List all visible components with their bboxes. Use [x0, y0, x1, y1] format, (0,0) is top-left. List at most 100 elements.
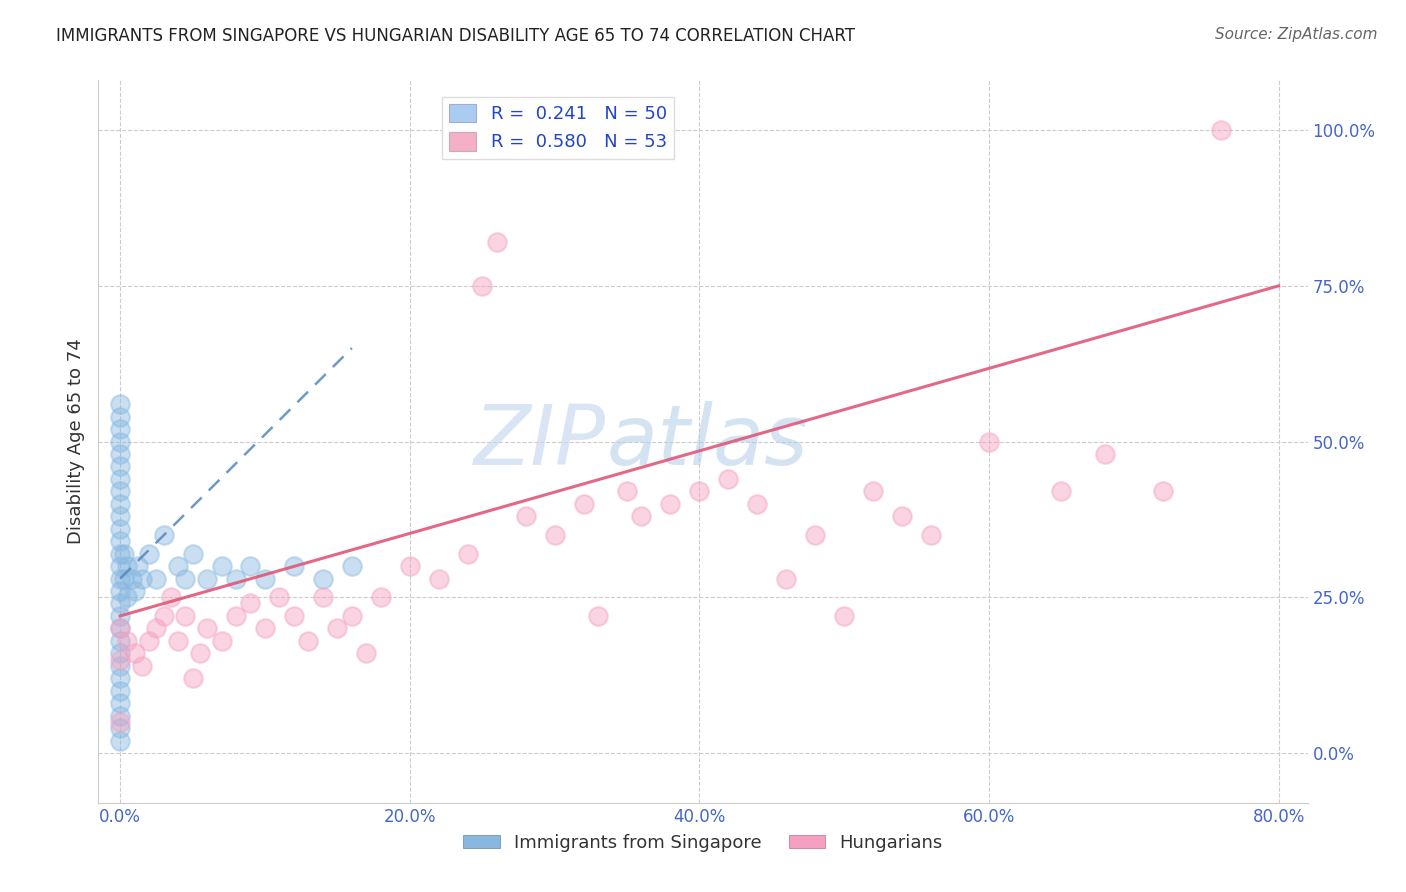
- Point: [108, 534, 131, 549]
- Point: [188, 646, 211, 660]
- Point: [167, 633, 190, 648]
- Point: [688, 484, 710, 499]
- Point: [747, 497, 769, 511]
- Point: [145, 572, 167, 586]
- Point: [326, 621, 349, 635]
- Point: [108, 621, 131, 635]
- Point: [239, 597, 262, 611]
- Point: [117, 591, 139, 605]
- Point: [117, 559, 139, 574]
- Point: [543, 528, 565, 542]
- Point: [108, 409, 131, 424]
- Point: [340, 609, 363, 624]
- Text: ZIP: ZIP: [474, 401, 606, 482]
- Point: [283, 559, 305, 574]
- Point: [515, 509, 537, 524]
- Point: [659, 497, 682, 511]
- Point: [108, 397, 131, 411]
- Point: [253, 572, 276, 586]
- Point: [485, 235, 508, 250]
- Point: [174, 609, 197, 624]
- Point: [108, 696, 131, 710]
- Point: [124, 584, 146, 599]
- Point: [1152, 484, 1174, 499]
- Point: [211, 559, 233, 574]
- Point: [398, 559, 420, 574]
- Point: [862, 484, 884, 499]
- Point: [211, 633, 233, 648]
- Point: [108, 683, 131, 698]
- Text: atlas: atlas: [606, 401, 808, 482]
- Point: [108, 597, 131, 611]
- Point: [181, 671, 204, 685]
- Point: [167, 559, 190, 574]
- Point: [108, 708, 131, 723]
- Point: [977, 434, 1000, 449]
- Point: [152, 609, 174, 624]
- Point: [457, 547, 479, 561]
- Point: [108, 671, 131, 685]
- Point: [127, 559, 149, 574]
- Point: [586, 609, 609, 624]
- Point: [114, 572, 136, 586]
- Point: [121, 572, 143, 586]
- Point: [225, 572, 247, 586]
- Point: [239, 559, 262, 574]
- Point: [283, 609, 305, 624]
- Point: [804, 528, 827, 542]
- Point: [717, 472, 740, 486]
- Point: [312, 591, 335, 605]
- Point: [108, 484, 131, 499]
- Point: [108, 584, 131, 599]
- Point: [108, 447, 131, 461]
- Point: [108, 658, 131, 673]
- Point: [920, 528, 942, 542]
- Point: [108, 422, 131, 436]
- Point: [370, 591, 392, 605]
- Point: [108, 472, 131, 486]
- Point: [630, 509, 652, 524]
- Point: [108, 572, 131, 586]
- Point: [131, 658, 153, 673]
- Point: [195, 572, 218, 586]
- Point: [131, 572, 153, 586]
- Point: [471, 278, 494, 293]
- Point: [427, 572, 450, 586]
- Point: [108, 509, 131, 524]
- Point: [108, 721, 131, 735]
- Point: [356, 646, 378, 660]
- Point: [108, 559, 131, 574]
- Point: [108, 733, 131, 747]
- Point: [108, 652, 131, 666]
- Point: [108, 547, 131, 561]
- Y-axis label: Disability Age 65 to 74: Disability Age 65 to 74: [66, 339, 84, 544]
- Text: IMMIGRANTS FROM SINGAPORE VS HUNGARIAN DISABILITY AGE 65 TO 74 CORRELATION CHART: IMMIGRANTS FROM SINGAPORE VS HUNGARIAN D…: [56, 27, 855, 45]
- Point: [225, 609, 247, 624]
- Point: [108, 609, 131, 624]
- Point: [108, 434, 131, 449]
- Text: Source: ZipAtlas.com: Source: ZipAtlas.com: [1215, 27, 1378, 42]
- Point: [114, 547, 136, 561]
- Point: [108, 633, 131, 648]
- Point: [1209, 123, 1232, 137]
- Point: [117, 633, 139, 648]
- Point: [108, 646, 131, 660]
- Point: [1050, 484, 1073, 499]
- Point: [269, 591, 291, 605]
- Point: [891, 509, 914, 524]
- Point: [1094, 447, 1116, 461]
- Point: [174, 572, 197, 586]
- Point: [152, 528, 174, 542]
- Point: [572, 497, 595, 511]
- Point: [195, 621, 218, 635]
- Point: [181, 547, 204, 561]
- Point: [108, 714, 131, 729]
- Point: [124, 646, 146, 660]
- Legend: Immigrants from Singapore, Hungarians: Immigrants from Singapore, Hungarians: [456, 826, 950, 859]
- Point: [340, 559, 363, 574]
- Point: [312, 572, 335, 586]
- Point: [775, 572, 797, 586]
- Point: [108, 497, 131, 511]
- Point: [616, 484, 638, 499]
- Point: [145, 621, 167, 635]
